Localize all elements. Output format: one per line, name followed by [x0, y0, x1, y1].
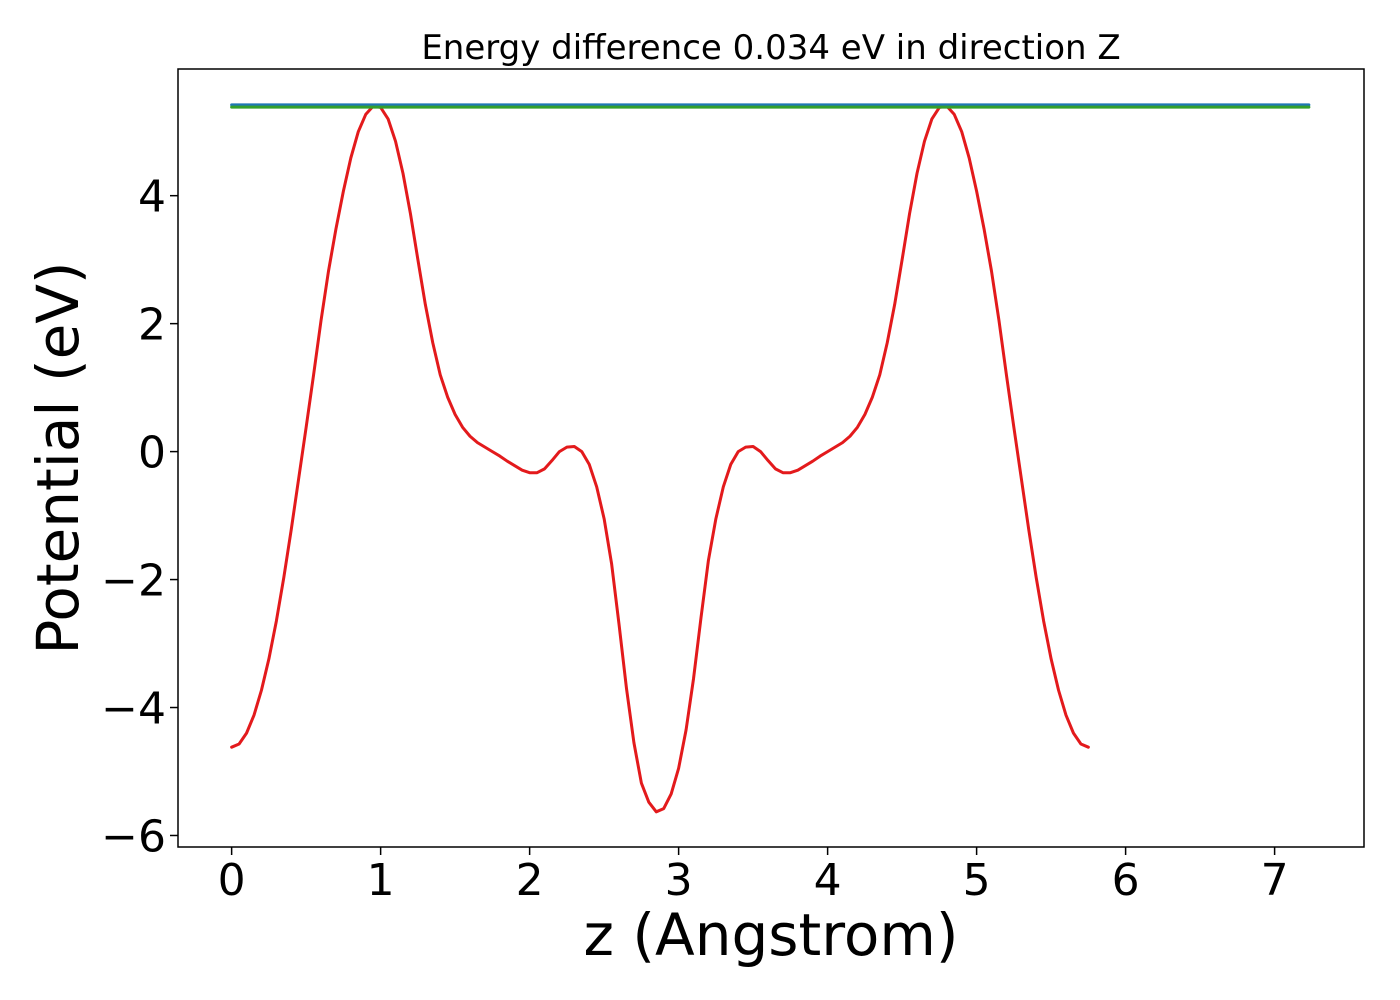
y-axis-label: Potential (eV)	[24, 261, 92, 654]
x-tick-label: 4	[814, 855, 842, 906]
x-tick-label: 5	[963, 855, 991, 906]
y-tick-label: −2	[101, 556, 166, 607]
x-tick-label: 3	[665, 855, 693, 906]
ticks-layer: 0 1 2 3 4 5 6 7 −6 −4 −2 0 2 4	[101, 172, 1288, 906]
y-tick-label: 4	[138, 172, 166, 223]
y-tick-label: −4	[101, 684, 166, 735]
series-line-0	[230, 104, 1090, 814]
chart-title: Energy difference 0.034 eV in direction …	[421, 28, 1120, 68]
y-tick-label: −6	[101, 811, 166, 862]
x-tick-label: 0	[218, 855, 246, 906]
x-tick-label: 2	[516, 855, 544, 906]
x-tick-label: 7	[1261, 855, 1289, 906]
series-layer	[230, 103, 1311, 814]
y-tick-label: 2	[138, 300, 166, 351]
x-tick-label: 1	[367, 855, 395, 906]
plot-frame	[177, 68, 1365, 848]
y-tick-label: 0	[138, 428, 166, 479]
x-tick-label: 6	[1112, 855, 1140, 906]
x-axis-label: z (Angstrom)	[584, 901, 959, 969]
